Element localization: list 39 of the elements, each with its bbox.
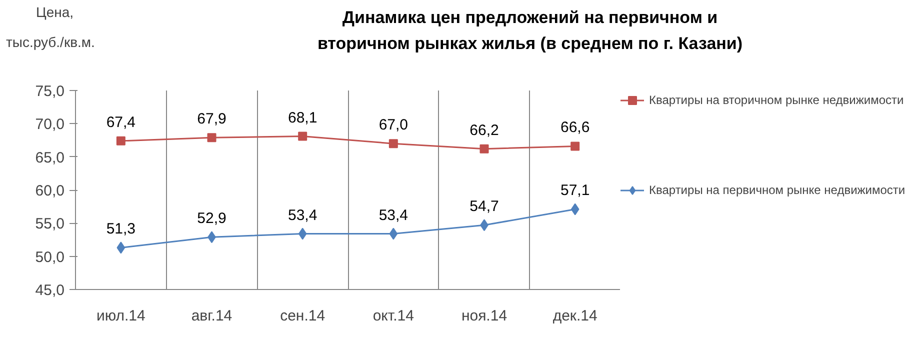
y-tick-label: 60,0 xyxy=(35,182,65,200)
y-tick-label: 75,0 xyxy=(35,83,65,100)
data-label: 67,9 xyxy=(197,110,226,128)
y-tick-label: 65,0 xyxy=(35,149,65,166)
x-tick-label: июл.14 xyxy=(96,308,146,324)
point xyxy=(480,144,489,154)
point xyxy=(116,242,126,254)
data-label: 57,1 xyxy=(560,182,590,200)
data-label: 51,3 xyxy=(106,220,136,238)
chart-title: Динамика цен предложений на первичном и вторичном рынках жилья (в среднем по г. Казани) xyxy=(317,8,743,53)
data-label: 54,7 xyxy=(470,198,499,216)
x-tick-label: окт.14 xyxy=(372,308,414,324)
x-tick-label: авг.14 xyxy=(191,308,232,324)
data-label: 67,4 xyxy=(106,114,136,131)
y-tick-label: 45,0 xyxy=(35,282,65,299)
point xyxy=(570,142,580,151)
legend-label: Квартиры на вторичном рынке недвижимости xyxy=(649,93,904,107)
data-label: 53,4 xyxy=(288,206,318,224)
data-label: 66,6 xyxy=(560,119,590,136)
point xyxy=(207,133,216,142)
data-label: 52,9 xyxy=(197,210,226,228)
y-tick-label: 70,0 xyxy=(35,116,65,134)
point xyxy=(570,203,580,216)
data-label: 53,4 xyxy=(378,206,408,224)
x-tick-label: дек.14 xyxy=(552,308,598,324)
y-axis-title: Цена, тыс.руб./кв.м. xyxy=(6,4,95,50)
data-label: 68,1 xyxy=(288,109,318,126)
point xyxy=(116,136,126,146)
y-tick-label: 55,0 xyxy=(35,216,65,233)
point xyxy=(388,139,398,148)
data-label: 67,0 xyxy=(378,116,408,134)
y-tick-label: 50,0 xyxy=(35,248,65,266)
point xyxy=(298,132,308,141)
point xyxy=(298,228,307,240)
legend-label: Квартиры на первичном рынке недвижимости xyxy=(649,183,906,197)
x-tick-label: сен.14 xyxy=(280,308,326,324)
data-label: 66,2 xyxy=(470,122,499,139)
point xyxy=(389,228,398,240)
x-tick-label: ноя.14 xyxy=(461,308,508,324)
